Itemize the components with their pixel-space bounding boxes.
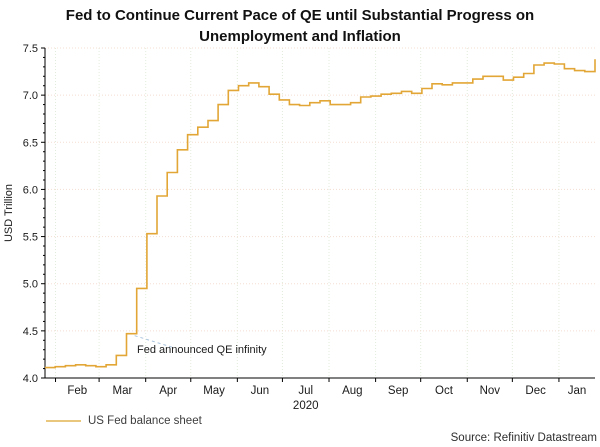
x-tick-label: Mar bbox=[112, 385, 132, 397]
source-attribution: Source: Refinitiv Datastream bbox=[450, 432, 597, 444]
y-tick-label: 7.5 bbox=[23, 43, 38, 55]
x-tick-label: Dec bbox=[525, 385, 546, 397]
y-tick-label: 6.0 bbox=[23, 184, 38, 196]
x-tick-label: Jun bbox=[251, 385, 270, 397]
annotation-callout-line bbox=[134, 335, 174, 349]
x-tick-label: Oct bbox=[435, 385, 454, 397]
legend-series-label: US Fed balance sheet bbox=[88, 415, 202, 427]
x-tick-label: Aug bbox=[342, 385, 362, 397]
y-tick-label: 7.0 bbox=[23, 90, 38, 102]
y-tick-label: 4.0 bbox=[23, 373, 38, 385]
x-tick-label: Jul bbox=[298, 385, 313, 397]
x-tick-label: Jan bbox=[568, 385, 587, 397]
chart-line bbox=[45, 59, 596, 369]
y-tick-label: 5.5 bbox=[23, 232, 38, 244]
x-tick-label: Feb bbox=[67, 385, 87, 397]
annotation-label: Fed announced QE infinity bbox=[137, 344, 267, 356]
x-tick-label: May bbox=[203, 385, 225, 397]
y-tick-label: 4.5 bbox=[23, 326, 38, 338]
y-axis-title: USD Trillion bbox=[3, 184, 15, 242]
legend: US Fed balance sheet bbox=[46, 415, 202, 427]
x-tick-label: Apr bbox=[159, 385, 177, 397]
x-tick-label: Nov bbox=[480, 385, 501, 397]
x-axis-year-label: 2020 bbox=[293, 400, 319, 412]
y-tick-label: 6.5 bbox=[23, 137, 38, 149]
x-tick-label: Sep bbox=[388, 385, 408, 397]
legend-line-swatch bbox=[46, 420, 81, 422]
chart-title: Fed to Continue Current Pace of QE until… bbox=[65, 7, 535, 45]
y-tick-label: 5.0 bbox=[23, 279, 38, 291]
